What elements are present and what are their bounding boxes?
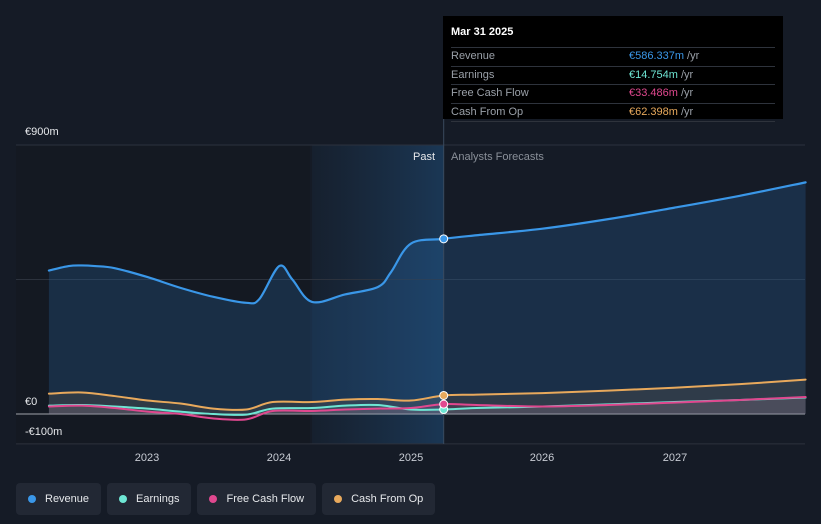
cash-from-op-dot-icon xyxy=(334,495,343,503)
y-axis-label-top: €900m xyxy=(25,126,59,138)
tooltip-label: Revenue xyxy=(451,50,496,62)
x-tick-2026: 2026 xyxy=(529,452,555,464)
tooltip-unit: /yr xyxy=(680,68,694,81)
tooltip-row-free-cash-flow: Free Cash Flow €33.486m /yr xyxy=(451,84,775,103)
earnings-area xyxy=(48,397,806,415)
plot-area-pre-past xyxy=(16,145,310,444)
x-tick-2024: 2024 xyxy=(266,452,292,464)
revenue-area xyxy=(48,182,806,414)
legend-label: Cash From Op xyxy=(351,493,424,505)
legend-label: Revenue xyxy=(45,493,90,505)
past-label: Past xyxy=(412,151,435,163)
tooltip-unit: /yr xyxy=(680,87,694,99)
free-cash-flow-line xyxy=(47,395,807,421)
revenue-dot-icon xyxy=(28,495,36,503)
x-tick-2023: 2023 xyxy=(134,452,160,464)
tooltip-value: €14.754m xyxy=(629,68,678,81)
tooltip-row-revenue: Revenue €586.337m /yr xyxy=(451,47,775,66)
tooltip-label: Earnings xyxy=(451,68,495,81)
tooltip-value: €33.486m xyxy=(629,87,678,99)
cash-from-op-marker[interactable] xyxy=(439,390,449,400)
earnings-dot-icon xyxy=(119,495,128,503)
y-axis-label-zero: €0 xyxy=(25,396,38,408)
tooltip-row-cash-from-op: Cash From Op €62.398m /yr xyxy=(451,102,775,122)
tooltip-label: Cash From Op xyxy=(451,105,524,118)
tooltip-unit: /yr xyxy=(687,50,700,62)
x-tick-2025: 2025 xyxy=(398,452,424,464)
legend-label: Free Cash Flow xyxy=(226,493,305,505)
forecast-label: Analysts Forecasts xyxy=(451,151,544,163)
cash-from-op-line xyxy=(47,378,807,411)
legend-item-cash-from-op[interactable]: Cash From Op xyxy=(322,483,436,515)
tooltip-unit: /yr xyxy=(680,105,694,118)
revenue-line xyxy=(47,181,807,305)
legend-item-revenue[interactable]: Revenue xyxy=(16,483,102,515)
legend: Revenue Earnings Free Cash Flow Cash Fro… xyxy=(16,483,436,515)
series-markers[interactable] xyxy=(439,234,449,415)
tooltip-date: Mar 31 2025 xyxy=(451,26,514,38)
past-region-shade xyxy=(312,145,444,444)
legend-item-earnings[interactable]: Earnings xyxy=(107,483,192,515)
tooltip-value: €62.398m xyxy=(629,105,678,118)
legend-label: Earnings xyxy=(136,493,180,505)
tooltip: Mar 31 2025 Revenue €586.337m /yr Earnin… xyxy=(443,16,783,122)
tooltip-value: €586.337m xyxy=(629,50,685,62)
legend-item-free-cash-flow[interactable]: Free Cash Flow xyxy=(197,483,317,515)
x-tick-2027: 2027 xyxy=(662,452,688,464)
gridlines xyxy=(16,144,805,445)
series-lines xyxy=(47,181,807,421)
tooltip-row-earnings: Earnings €14.754m /yr xyxy=(451,65,775,85)
revenue-marker[interactable] xyxy=(439,234,449,244)
free-cash-flow-marker[interactable] xyxy=(439,399,449,409)
y-axis-label-bottom: -€100m xyxy=(25,426,63,438)
tooltip-label: Free Cash Flow xyxy=(451,87,529,99)
free-cash-flow-dot-icon xyxy=(209,495,218,503)
